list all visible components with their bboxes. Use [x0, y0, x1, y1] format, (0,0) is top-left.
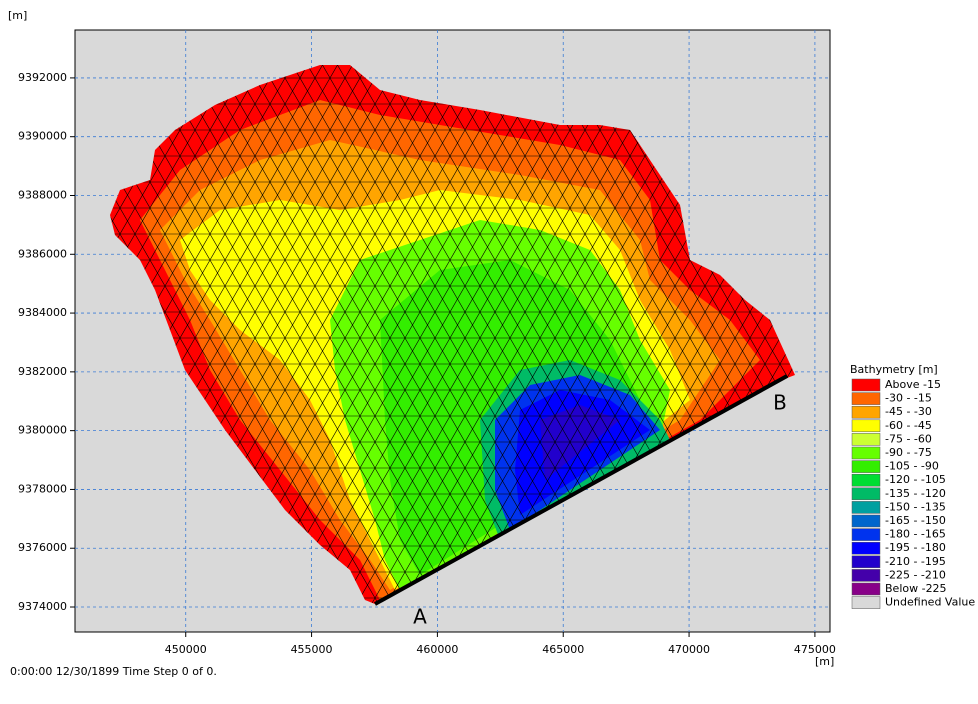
legend-title: Bathymetry [m]	[850, 363, 938, 376]
legend-label: Below -225	[885, 582, 947, 595]
legend-label: -225 - -210	[885, 568, 946, 581]
legend-swatch	[852, 542, 880, 554]
legend-label: -60 - -45	[885, 419, 932, 432]
legend-label: -45 - -30	[885, 405, 932, 418]
legend-swatch	[852, 474, 880, 486]
x-tick-label: 460000	[416, 643, 458, 656]
x-tick-label: 450000	[165, 643, 207, 656]
legend-swatch	[852, 515, 880, 527]
x-tick-label: 455000	[291, 643, 333, 656]
legend-swatch	[852, 529, 880, 541]
y-tick-label: 9378000	[18, 482, 67, 495]
legend-swatch	[852, 556, 880, 568]
legend-swatch	[852, 501, 880, 513]
legend-label: -75 - -60	[885, 432, 932, 445]
legend-swatch	[852, 420, 880, 432]
legend-label: Above -15	[885, 378, 941, 391]
annotation: B	[773, 391, 787, 415]
status-bar: 0:00:00 12/30/1899 Time Step 0 of 0.	[10, 665, 217, 678]
legend-label: -30 - -15	[885, 392, 932, 405]
legend-label: Undefined Value	[885, 596, 975, 609]
y-tick-label: 9388000	[18, 188, 67, 201]
x-tick-label: 475000	[794, 643, 836, 656]
legend-swatch	[852, 461, 880, 473]
legend-label: -150 - -135	[885, 500, 946, 513]
y-tick-label: 9386000	[18, 247, 67, 260]
legend-swatch	[852, 583, 880, 595]
y-axis-label: [m]	[8, 9, 27, 22]
legend-label: -195 - -180	[885, 541, 946, 554]
y-tick-label: 9382000	[18, 365, 67, 378]
x-tick-label: 470000	[668, 643, 710, 656]
legend-swatch	[852, 447, 880, 459]
x-axis-label: [m]	[815, 655, 834, 668]
x-tick-label: 465000	[542, 643, 584, 656]
chart: A B [m] [m] Bathymetry [m] 0:00:00 12/30…	[0, 0, 978, 704]
legend-label: -105 - -90	[885, 460, 939, 473]
legend-swatch	[852, 433, 880, 445]
legend-swatch	[852, 393, 880, 405]
legend-swatch	[852, 488, 880, 500]
legend-label: -180 - -165	[885, 528, 946, 541]
legend-label: -165 - -150	[885, 514, 946, 527]
legend-swatch	[852, 379, 880, 391]
y-tick-label: 9376000	[18, 541, 67, 554]
y-tick-label: 9392000	[18, 71, 67, 84]
y-tick-label: 9374000	[18, 600, 67, 613]
legend-label: -210 - -195	[885, 555, 946, 568]
legend-label: -135 - -120	[885, 487, 946, 500]
legend-swatch	[852, 406, 880, 418]
annotation: A	[413, 605, 427, 629]
y-tick-label: 9390000	[18, 130, 67, 143]
y-tick-label: 9380000	[18, 424, 67, 437]
legend-swatch	[852, 597, 880, 609]
legend-label: -120 - -105	[885, 473, 946, 486]
legend-swatch	[852, 569, 880, 581]
legend-label: -90 - -75	[885, 446, 932, 459]
y-tick-label: 9384000	[18, 306, 67, 319]
